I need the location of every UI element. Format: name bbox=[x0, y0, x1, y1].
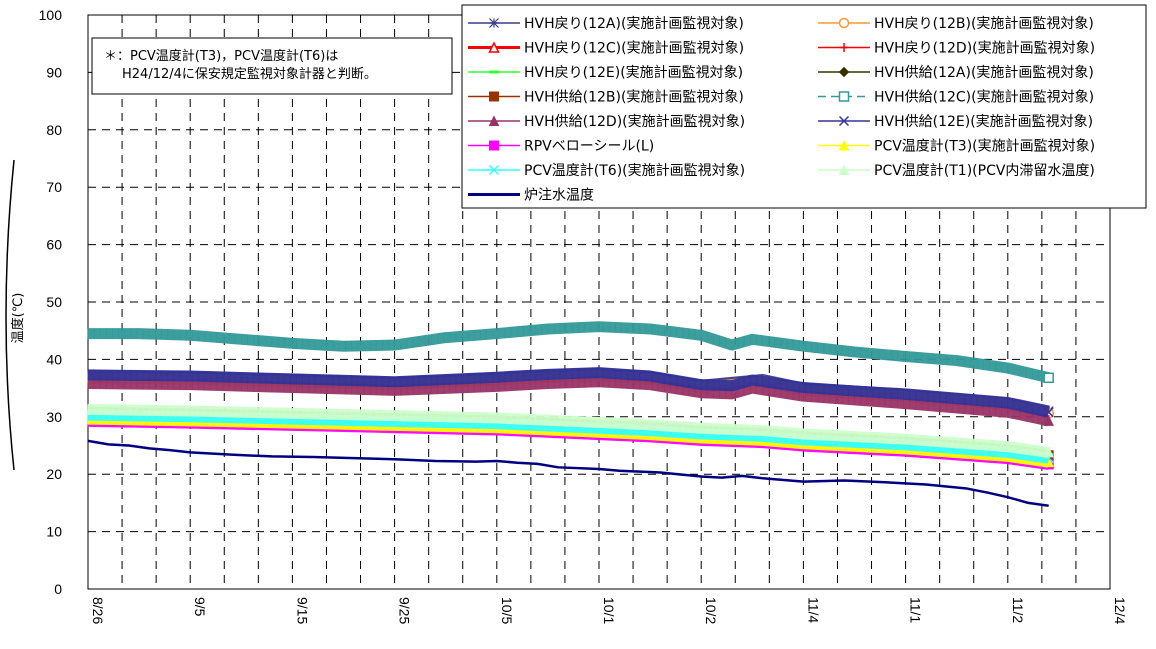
legend-marker bbox=[489, 140, 499, 151]
legend-label: RPVベローシール(L) bbox=[524, 139, 654, 155]
y-tick-label: 10 bbox=[46, 524, 62, 540]
legend-entry: PCV温度計(T1)(PCV内滞留水温度) bbox=[818, 163, 1095, 179]
legend-marker bbox=[488, 164, 500, 176]
legend-marker bbox=[489, 91, 499, 102]
y-tick-label: 90 bbox=[46, 64, 62, 80]
x-tick-label: 9/25 bbox=[397, 597, 413, 624]
series-line bbox=[87, 439, 1049, 508]
legend-entry: HVH供給(12E)(実施計画監視対象) bbox=[818, 113, 1093, 130]
legend-entry: HVH供給(12C)(実施計画監視対象) bbox=[818, 89, 1094, 106]
legend-marker bbox=[838, 91, 850, 102]
y-tick-label: 70 bbox=[46, 179, 62, 195]
x-tick-label: 8/26 bbox=[90, 597, 106, 624]
series-line bbox=[87, 409, 1050, 464]
legend-entry: HVH戻り(12C)(実施計画監視対象) bbox=[468, 40, 744, 57]
series-end-marker bbox=[1043, 415, 1054, 426]
y-axis-label: 温度(℃) bbox=[10, 293, 26, 344]
legend-marker bbox=[839, 43, 849, 52]
x-tick-label: 10/2 bbox=[703, 597, 719, 624]
legend-entry: HVH供給(12A)(実施計画監視対象) bbox=[818, 64, 1094, 81]
y-tick-label: 100 bbox=[39, 7, 63, 23]
x-tick-label: 12/4 bbox=[1112, 597, 1128, 624]
series-9 bbox=[87, 367, 1054, 418]
legend-marker bbox=[489, 18, 499, 28]
legend-entry: HVH戻り(12B)(実施計画監視対象) bbox=[818, 15, 1094, 32]
x-tick-label: 11/1 bbox=[908, 597, 924, 623]
legend-label: HVH戻り(12A)(実施計画監視対象) bbox=[524, 15, 744, 32]
legend-marker bbox=[838, 66, 850, 78]
legend-frame bbox=[461, 4, 1147, 209]
legend-label: HVH供給(12B)(実施計画監視対象) bbox=[524, 89, 744, 106]
series-13 bbox=[87, 403, 1054, 458]
y-tick-label: 30 bbox=[46, 409, 62, 425]
x-tick-label: 11/2 bbox=[1010, 597, 1026, 623]
legend-entry: HVH戻り(12A)(実施計画監視対象) bbox=[468, 15, 744, 32]
legend-label: HVH戻り(12B)(実施計画監視対象) bbox=[874, 15, 1094, 32]
x-tick-label: 10/1 bbox=[601, 597, 617, 624]
legend-marker bbox=[838, 164, 850, 175]
legend-label: PCV温度計(T3)(実施計画監視対象) bbox=[874, 138, 1095, 155]
x-tick-label: 9/5 bbox=[192, 597, 208, 617]
y-tick-label: 0 bbox=[54, 581, 62, 597]
y-tick-label: 40 bbox=[46, 351, 62, 367]
note-line-2: H24/12/4に保安規定監視対象計器と判断。 bbox=[122, 66, 377, 82]
legend-entry: PCV温度計(T6)(実施計画監視対象) bbox=[468, 162, 745, 179]
legend-label: HVH供給(12A)(実施計画監視対象) bbox=[874, 64, 1094, 81]
series-7 bbox=[87, 321, 1054, 384]
x-tick-label: 10/5 bbox=[499, 597, 515, 624]
legend-marker bbox=[488, 115, 500, 126]
left-edge-arc bbox=[5, 159, 15, 471]
legend-marker bbox=[838, 115, 850, 127]
legend: HVH戻り(12A)(実施計画監視対象) HVH戻り(12B)(実施計画監視対象)… bbox=[461, 4, 1147, 209]
y-tick-label: 80 bbox=[46, 122, 62, 138]
legend-label: HVH供給(12D)(実施計画監視対象) bbox=[524, 113, 745, 130]
series-line bbox=[87, 403, 1050, 458]
series-line bbox=[87, 367, 1050, 418]
legend-entry: 炉注水温度 bbox=[468, 188, 594, 204]
legend-label: PCV温度計(T1)(PCV内滞留水温度) bbox=[874, 163, 1095, 179]
legend-entry: PCV温度計(T3)(実施計画監視対象) bbox=[818, 138, 1095, 155]
legend-entry: RPVベローシール(L) bbox=[468, 139, 654, 155]
y-tick-label: 60 bbox=[46, 237, 62, 253]
series-end-marker bbox=[1043, 372, 1054, 384]
legend-entry: HVH戻り(12E)(実施計画監視対象) bbox=[468, 64, 743, 81]
legend-entry: HVH戻り(12D)(実施計画監視対象) bbox=[818, 40, 1095, 57]
legend-label: HVH供給(12E)(実施計画監視対象) bbox=[874, 113, 1093, 130]
series-line bbox=[88, 321, 1050, 384]
y-tick-label: 50 bbox=[46, 294, 62, 310]
note-box: ＊：PCV温度計(T3)，PCV温度計(T6)は H24/12/4に保安規定監視… bbox=[91, 37, 453, 95]
note-line-1: ＊：PCV温度計(T3)，PCV温度計(T6)は bbox=[104, 48, 338, 64]
series-lines bbox=[87, 321, 1055, 508]
series-end-marker bbox=[1043, 446, 1054, 458]
legend-label: HVH供給(12C)(実施計画監視対象) bbox=[874, 89, 1094, 106]
legend-entry: HVH供給(12B)(実施計画監視対象) bbox=[468, 89, 744, 106]
x-tick-label: 9/15 bbox=[294, 597, 310, 624]
y-tick-label: 20 bbox=[46, 466, 62, 482]
legend-marker bbox=[488, 41, 500, 53]
note-box-frame bbox=[91, 37, 453, 95]
legend-label: PCV温度計(T6)(実施計画監視対象) bbox=[524, 162, 745, 179]
legend-label: HVH戻り(12D)(実施計画監視対象) bbox=[874, 40, 1095, 57]
legend-marker bbox=[838, 17, 850, 29]
legend-marker bbox=[838, 139, 850, 151]
x-tick-label: 11/4 bbox=[805, 597, 821, 623]
series-end-marker bbox=[1043, 407, 1054, 418]
legend-label: 炉注水温度 bbox=[524, 188, 594, 204]
series-14 bbox=[87, 439, 1049, 508]
legend-entry: HVH供給(12D)(実施計画監視対象) bbox=[468, 113, 745, 130]
legend-label: HVH戻り(12C)(実施計画監視対象) bbox=[524, 40, 744, 57]
series-line bbox=[87, 376, 1050, 427]
legend-label: HVH戻り(12E)(実施計画監視対象) bbox=[524, 64, 743, 81]
